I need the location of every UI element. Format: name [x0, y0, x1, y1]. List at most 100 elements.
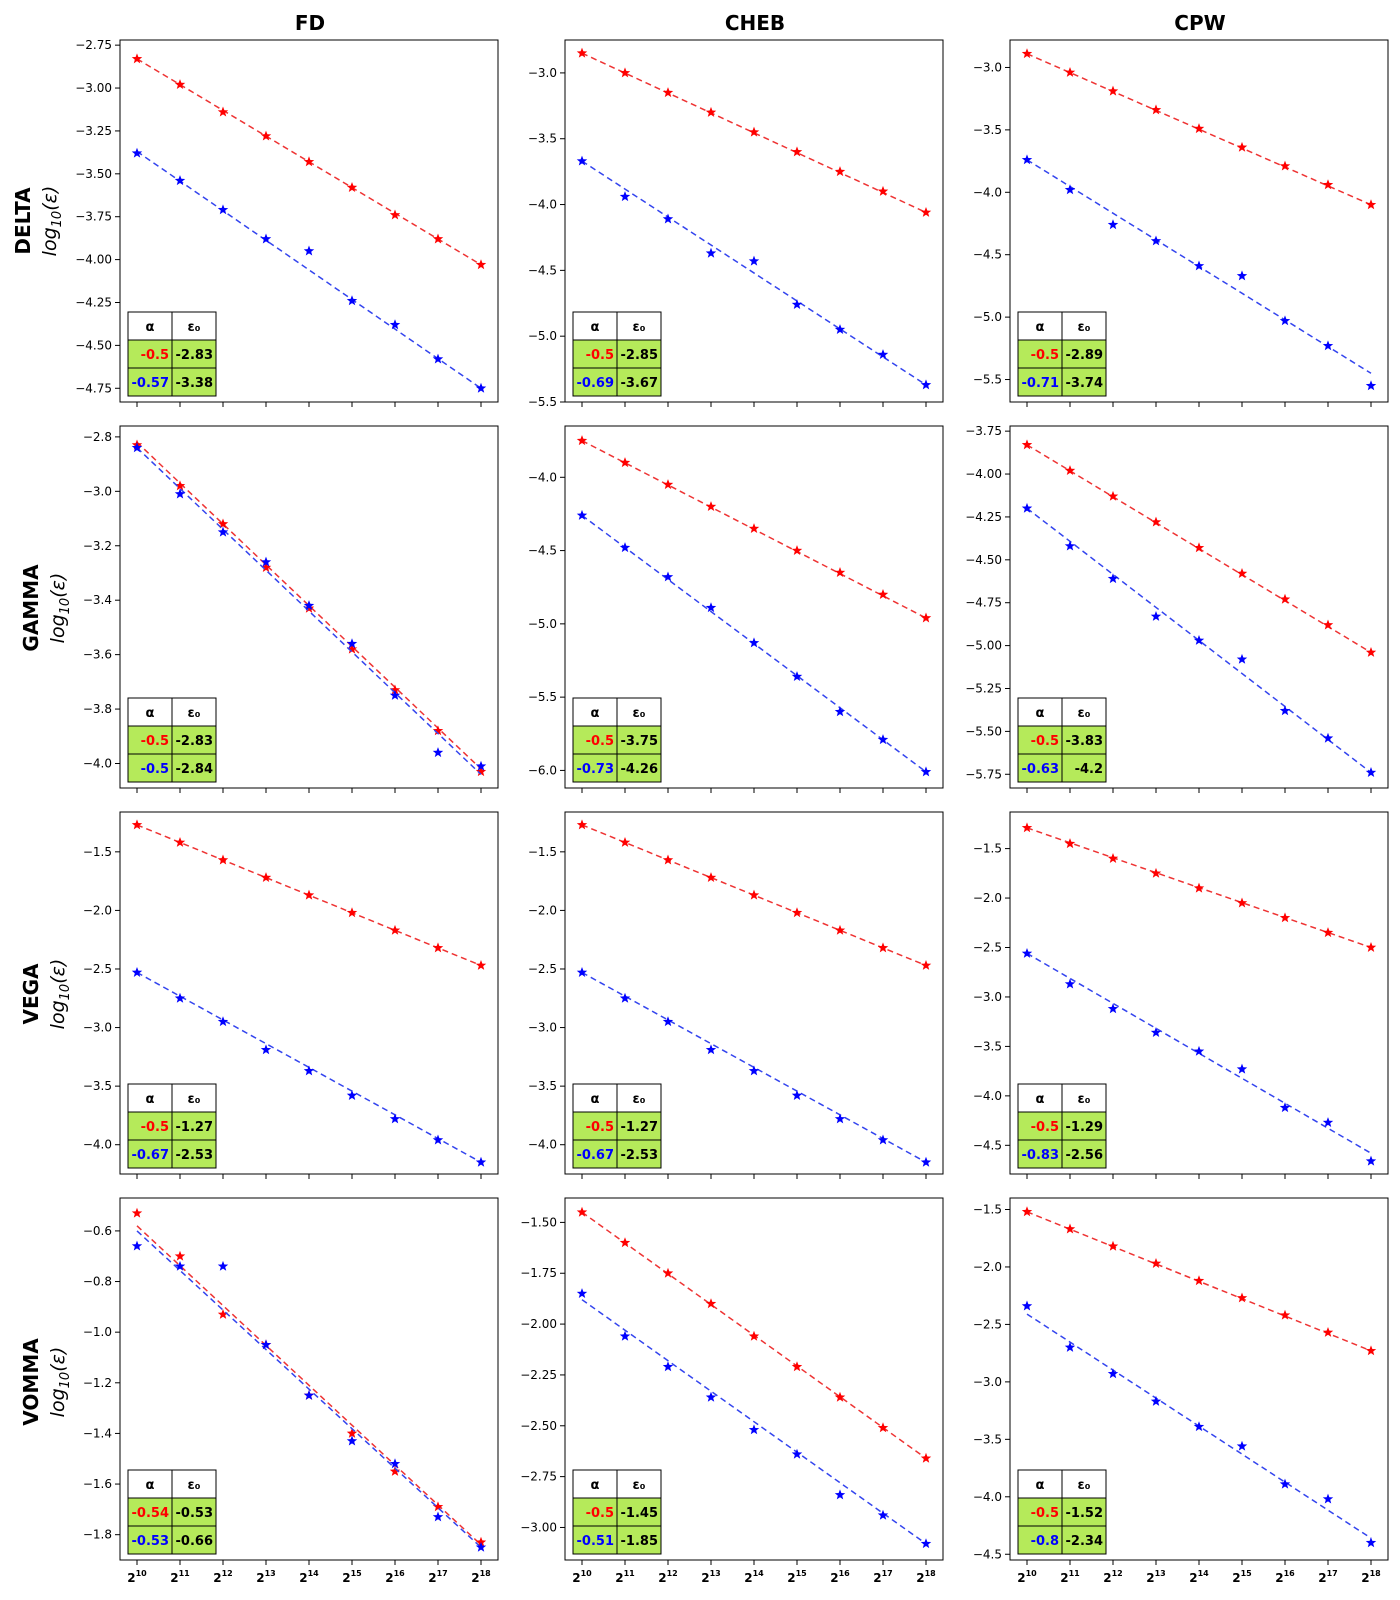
data-point-red [705, 106, 717, 117]
fit-table: α ε₀ -0.5 -2.85 -0.69 -3.67 [572, 311, 662, 397]
data-point-red [834, 166, 846, 177]
x-tick-exponent: 12 [222, 1569, 233, 1578]
data-point-blue [1193, 1045, 1205, 1056]
data-point-red [619, 67, 631, 78]
fit-table-cell [616, 725, 662, 755]
fit-table-cell [616, 311, 662, 341]
data-point-red [174, 836, 186, 847]
fit-table-alpha: -0.5 [141, 1120, 169, 1135]
data-point-blue [1365, 380, 1377, 391]
data-point-blue [174, 488, 186, 499]
fit-table-cell [616, 1497, 662, 1527]
data-point-blue [1107, 1003, 1119, 1014]
data-point-red [174, 1250, 186, 1261]
x-tick-label: 212 [1103, 1569, 1123, 1585]
data-point-blue [1064, 1341, 1076, 1352]
x-tick-exponent: 16 [394, 1569, 406, 1578]
fit-table-eps0: -2.53 [621, 1148, 658, 1163]
data-point-blue [1107, 219, 1119, 230]
data-point-blue [662, 571, 674, 582]
y-tick-label: −3.0 [83, 1021, 112, 1035]
data-point-red [1279, 593, 1291, 604]
fit-table: α ε₀ -0.5 -1.27 -0.67 -2.53 [127, 1083, 217, 1169]
fit-table-cell [171, 753, 217, 783]
data-point-blue [619, 1330, 631, 1341]
x-tick-base: 2 [471, 1571, 479, 1585]
y-tick-label: −2.0 [83, 903, 112, 917]
row-ylabel-gamma: log10(ε) [47, 573, 73, 644]
data-point-red [662, 854, 674, 865]
data-point-red [920, 1452, 932, 1463]
row-title-vega: VEGA [19, 963, 43, 1025]
fit-table-eps0: -2.53 [176, 1148, 213, 1163]
fit-table: α ε₀ -0.5 -3.83 -0.63 -4.2 [1017, 697, 1107, 783]
y-tick-label: −4.5 [528, 263, 557, 277]
x-tick-exponent: 18 [925, 1569, 937, 1578]
y-tick-label: −2.5 [528, 962, 557, 976]
subplot-delta-cheb: −3.0 −3.5 −4.0 −4.5 −5.0 −5.5 α ε₀ -0.5 -2.85 -0.6… [528, 39, 944, 409]
data-point-blue [217, 1016, 229, 1027]
fit-table-cell [171, 1139, 217, 1169]
fit-table-eps0: -3.38 [176, 376, 213, 391]
y-tick-label: −3.5 [973, 1432, 1002, 1446]
data-point-red [217, 518, 229, 529]
fit-line-blue [1026, 507, 1372, 774]
fit-table-header: ε₀ [633, 320, 646, 335]
x-tick-base: 2 [615, 1571, 623, 1585]
fit-table-cell [616, 1139, 662, 1169]
y-tick-label: −3.5 [973, 1039, 1002, 1053]
data-point-blue [1193, 260, 1205, 271]
y-tick-label: −1.5 [973, 842, 1002, 856]
column-title-cpw: CPW [1174, 11, 1225, 35]
data-point-blue [1021, 947, 1033, 958]
data-point-red [834, 924, 846, 935]
fit-table-cell [1061, 367, 1107, 397]
y-tick-label: −4.5 [973, 248, 1002, 262]
data-point-red [389, 1465, 401, 1476]
x-tick-label: 212 [213, 1569, 233, 1585]
data-point-blue [1236, 653, 1248, 664]
data-point-blue [131, 442, 143, 453]
fit-table-cell [171, 1083, 217, 1113]
y-tick-label: −1.8 [83, 1528, 112, 1542]
data-point-red [1365, 1345, 1377, 1356]
y-tick-label: −1.5 [973, 1202, 1002, 1216]
y-tick-label: −4.0 [528, 1138, 557, 1152]
data-point-blue [920, 766, 932, 777]
fit-table-eps0: -3.75 [621, 734, 658, 749]
fit-table-eps0: -2.84 [176, 762, 213, 777]
data-point-blue [1193, 1421, 1205, 1432]
data-point-blue [432, 1134, 444, 1145]
fit-line-red [581, 52, 927, 214]
data-point-red [877, 1422, 889, 1433]
data-point-red [217, 854, 229, 865]
data-point-blue [1107, 1368, 1119, 1379]
data-point-red [1279, 160, 1291, 171]
data-point-red [1322, 927, 1334, 938]
data-point-red [748, 889, 760, 900]
fit-table: α ε₀ -0.54 -0.53 -0.53 -0.66 [127, 1469, 217, 1555]
ylabel-log: log [47, 1000, 69, 1029]
data-point-red [1322, 619, 1334, 630]
data-point-red [1021, 48, 1033, 59]
y-tick-label: −1.0 [83, 1325, 112, 1339]
x-tick-exponent: 16 [1284, 1569, 1296, 1578]
x-tick-exponent: 18 [480, 1569, 492, 1578]
data-point-red [1193, 1275, 1205, 1286]
data-point-blue [475, 1541, 487, 1552]
fit-table-alpha: -0.69 [577, 376, 614, 391]
data-point-blue [389, 319, 401, 330]
fit-table-header: α [146, 1478, 155, 1493]
fit-table-eps0: -1.27 [176, 1120, 213, 1135]
data-point-blue [748, 1065, 760, 1076]
fit-table-cell [1017, 1497, 1063, 1527]
y-tick-label: −0.8 [83, 1275, 112, 1289]
data-point-red [260, 130, 272, 141]
y-tick-label: −4.0 [83, 1138, 112, 1152]
fit-table-header: α [1036, 1092, 1045, 1107]
data-point-blue [1322, 1493, 1334, 1504]
data-point-red [346, 643, 358, 654]
fit-table-header: α [1036, 320, 1045, 335]
data-point-blue [1021, 1300, 1033, 1311]
x-tick-label: 217 [428, 1569, 448, 1585]
